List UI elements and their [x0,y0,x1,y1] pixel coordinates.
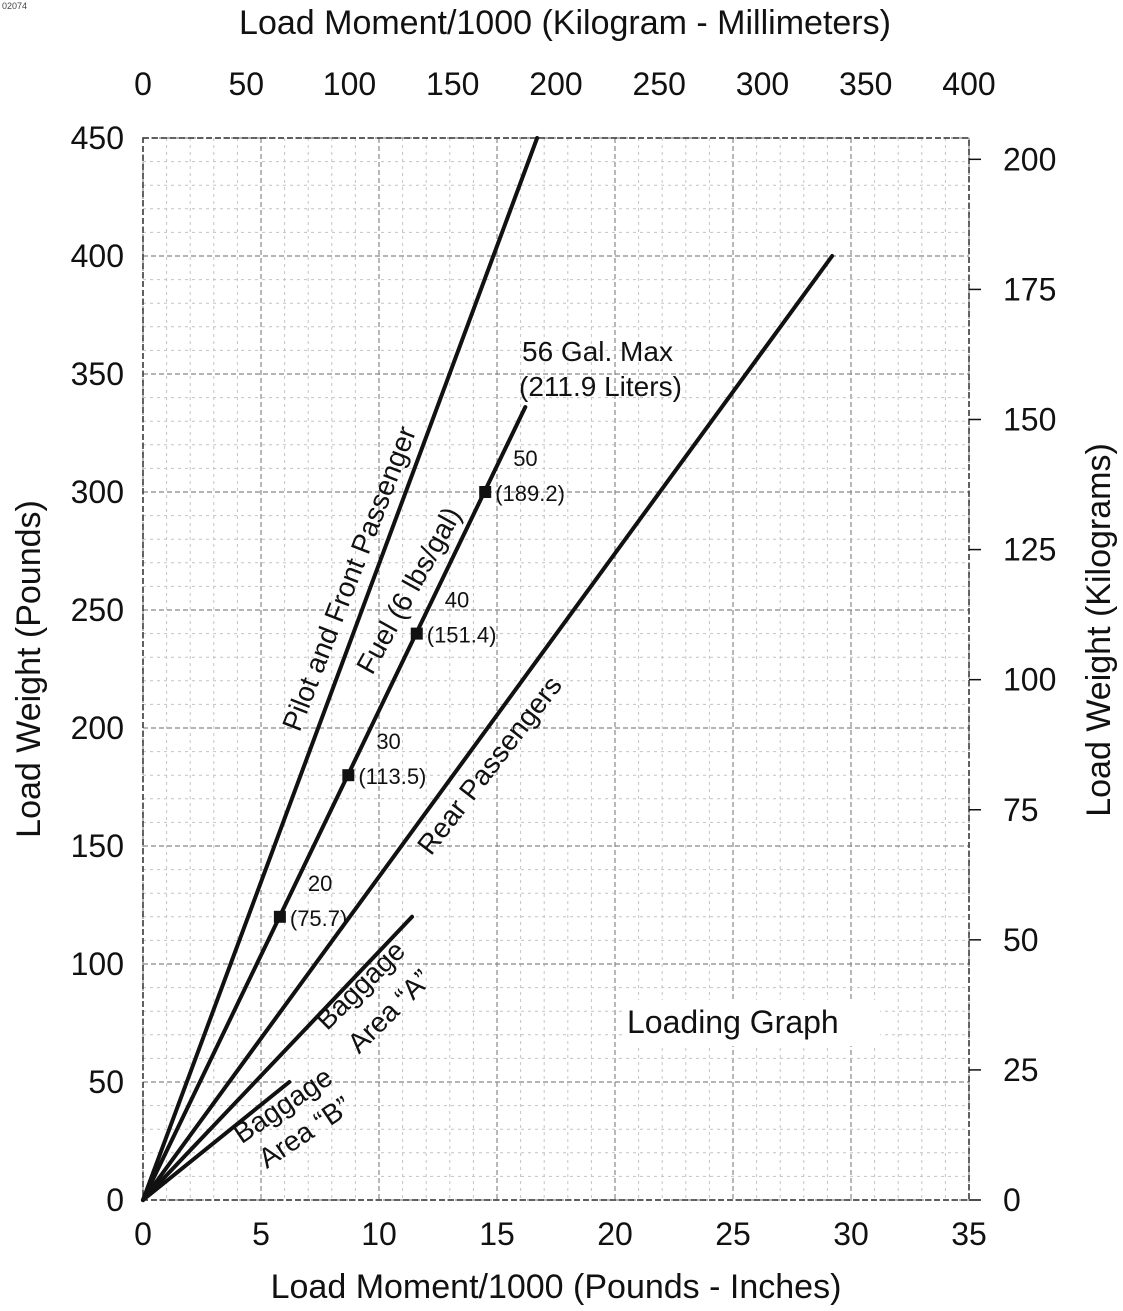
y2-tick-label: 100 [1003,662,1056,698]
x2-tick-label: 150 [426,66,479,102]
x-tick-label: 15 [479,1216,515,1252]
y-axis-title: Load Weight (Pounds) [10,500,48,838]
y2-tick-label: 0 [1003,1182,1021,1218]
fuel-marker-liters: (151.4) [427,623,497,648]
y2-tick-label: 25 [1003,1052,1039,1088]
fuel-marker-gallons: 50 [513,446,537,471]
fuel-marker-liters: (113.5) [358,764,426,789]
series-line-pilot-and-front-passenger [141,136,540,1202]
y2-tick-label: 150 [1003,402,1056,438]
y2-axis-ticks: 0 25 50 75 100 125 150 175 200 [969,141,1056,1218]
fuel-marker [342,769,355,782]
x-tick-label: 0 [134,1216,152,1252]
x-tick-label: 20 [597,1216,633,1252]
x2-tick-label: 50 [228,66,264,102]
y-tick-label: 50 [88,1064,124,1100]
y-tick-label: 450 [71,120,124,156]
x2-tick-label: 0 [134,66,152,102]
y-tick-label: 400 [71,238,124,274]
y2-tick-label: 75 [1003,792,1039,828]
fuel-marker-gallons: 40 [445,588,469,613]
series-line-rear-passengers [141,254,835,1202]
x-axis-ticks: 0 5 10 15 20 25 30 35 [134,1216,987,1252]
fuel-marker-gallons: 30 [376,729,400,754]
y2-tick-label: 175 [1003,271,1056,307]
y-tick-label: 100 [71,946,124,982]
y-tick-label: 350 [71,356,124,392]
y-tick-label: 300 [71,474,124,510]
x2-tick-label: 300 [736,66,789,102]
x2-axis-title: Load Moment/1000 (Kilogram - Millimeters… [239,4,891,42]
x2-tick-label: 250 [633,66,686,102]
chart-title-bg [622,1000,880,1046]
corner-code: 02074 [2,1,27,11]
y-tick-label: 150 [71,828,124,864]
y2-axis-title: Load Weight (Kilograms) [1080,443,1118,817]
series-lines [141,136,835,1202]
y2-tick-label: 125 [1003,532,1056,568]
plot-frame [142,137,970,1201]
series-line-fuel-6-lbs-gal [141,405,528,1202]
y-tick-label: 250 [71,592,124,628]
y2-tick-label: 200 [1003,141,1056,177]
x-tick-label: 5 [252,1216,270,1252]
fuel-marker [273,910,286,923]
fuel-max-label-2: (211.9 Liters) [519,371,682,402]
x-tick-label: 30 [833,1216,869,1252]
y-tick-label: 0 [106,1182,124,1218]
fuel-marker-liters: (189.2) [495,481,565,506]
series-line-baggage-area-a [141,914,415,1202]
fuel-marker [410,627,423,640]
x2-tick-label: 100 [323,66,376,102]
x-axis-title: Load Moment/1000 (Pounds - Inches) [271,1268,842,1306]
x2-tick-label: 200 [529,66,582,102]
series-line-baggage-area-b [141,1080,292,1202]
x-tick-label: 10 [361,1216,397,1252]
fuel-marker-gallons: 20 [308,871,332,896]
x-tick-label: 25 [715,1216,751,1252]
fuel-marker-liters: (75.7) [290,906,347,931]
y2-tick-label: 50 [1003,922,1039,958]
fuel-markers: 20 (75.7) 30 (113.5) 40 (151.4) 50 (189.2) [273,446,565,931]
x-tick-label: 35 [951,1216,987,1252]
fuel-max-label-1: 56 Gal. Max [522,336,673,367]
chart-title: Loading Graph [627,1004,839,1040]
x2-tick-label: 350 [839,66,892,102]
x2-axis-ticks: 0 50 100 150 200 250 300 350 400 [134,66,996,102]
y-tick-label: 200 [71,710,124,746]
y-axis-ticks: 0 50 100 150 200 250 300 350 400 450 [71,120,124,1218]
x2-tick-label: 400 [942,66,995,102]
fuel-marker [479,486,492,498]
